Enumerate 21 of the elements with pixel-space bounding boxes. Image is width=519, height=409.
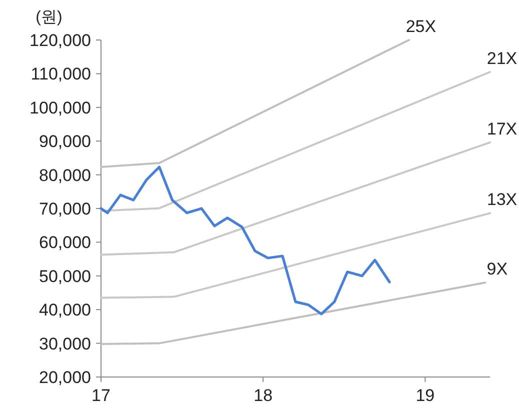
series-label: 17X [486,119,518,138]
line-series [100,166,391,316]
x-tick-label: 18 [254,386,273,405]
series-label: 21X [486,49,518,68]
x-tick-label: 17 [92,386,110,405]
y-axis-title: (원) [36,9,62,26]
y-tick-label: 110,000 [30,64,91,84]
y-tick-label: 100,000 [30,98,91,118]
y-tick-label: 40,000 [39,300,91,320]
y-tick-label: 30,000 [39,334,91,354]
y-tick-label: 120,000 [30,31,91,50]
y-tick-label: 90,000 [39,132,91,152]
series-label: 25X [406,17,436,36]
y-tick-label: 80,000 [39,166,91,185]
series-label: 13X [486,190,518,210]
y-tick-label: 20,000 [39,368,91,387]
y-tick-label: 70,000 [39,200,91,218]
series-label: 9X [486,260,508,279]
y-tick-label: 50,000 [39,266,91,286]
x-tick-label: 19 [416,386,435,405]
y-tick-label: 60,000 [39,233,91,252]
